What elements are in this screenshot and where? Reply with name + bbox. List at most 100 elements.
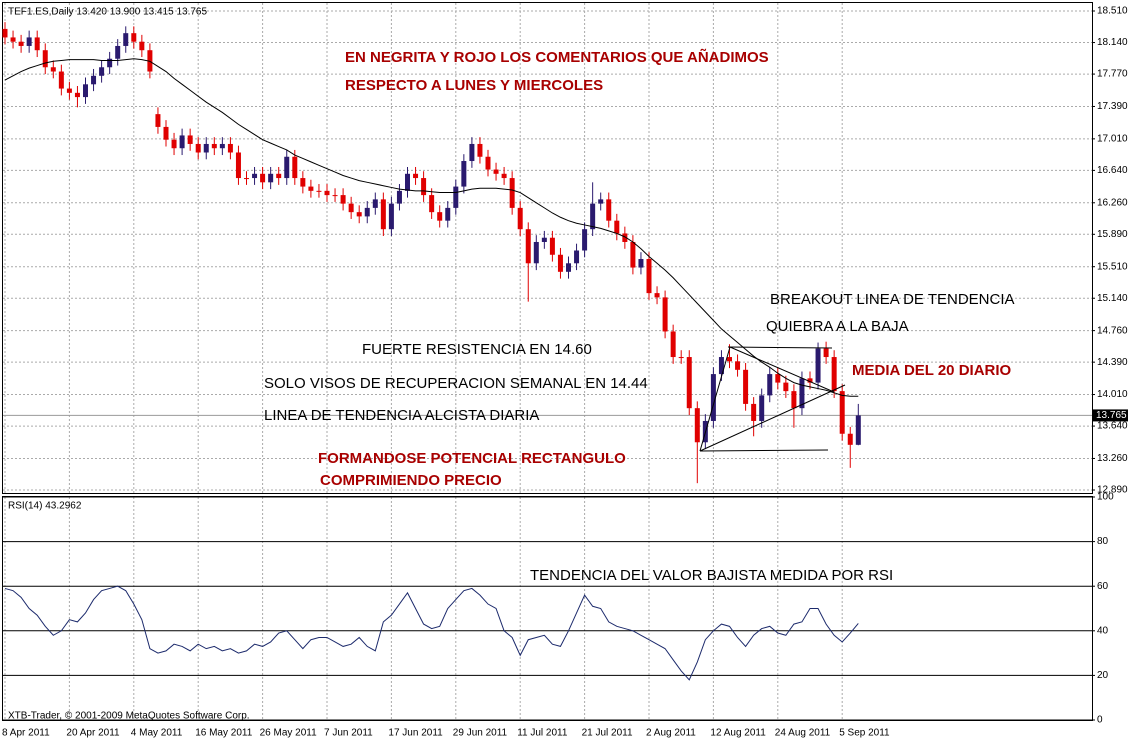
candle-body [356,212,362,217]
candle-body [839,391,845,434]
moving-average-line [4,58,859,397]
candle-body [42,50,48,68]
trend-line [699,384,846,452]
footer: XTB-Trader, © 2001-2009 MetaQuotes Softw… [8,711,250,722]
candle-body [525,229,531,264]
candle-body [694,408,700,443]
candle-body [276,173,282,179]
y-tick-label: 15.140 [1097,293,1128,304]
candle-body [598,199,604,204]
candle-body [541,237,547,242]
candle-body [799,378,805,409]
candle-body [139,41,145,51]
candle-body [413,173,419,179]
candle-body [735,361,741,370]
candle-body [783,382,789,392]
candle-body [574,250,580,264]
candle-body [654,293,660,298]
candle-body [815,348,821,383]
candle-body [372,199,378,208]
candle-body [219,143,225,149]
annotation: TENDENCIA DEL VALOR BAJISTA MEDIDA POR R… [530,567,893,584]
y-tick-label: 18.510 [1097,6,1128,17]
candle-body [34,37,40,51]
candle-body [718,357,724,375]
candle-body [767,374,773,396]
candle-body [678,357,684,359]
rsi-title: RSI(14) 43.2962 [8,501,82,512]
y-tick-label: 100 [1097,492,1114,503]
x-tick-label: 26 May 2011 [260,728,318,739]
candle-body [405,173,410,191]
trend-line [729,346,835,393]
annotation: MEDIA DEL 20 DIARIO [852,362,1012,379]
candle-body [421,178,427,196]
candle-body [300,178,306,187]
candle-body [26,37,32,46]
candle-body [823,348,829,358]
candle-body [131,33,137,42]
y-tick-label: 17.390 [1097,101,1128,112]
y-tick-label: 20 [1097,670,1109,681]
candle-body [727,357,732,362]
y-tick-label: 40 [1097,625,1109,636]
candle-body [759,395,765,421]
candle-body [83,84,88,98]
candle-body [308,186,314,191]
candle-body [163,126,169,140]
candle-body [348,203,354,213]
y-tick-label: 0 [1097,715,1103,726]
x-tick-label: 11 Jul 2011 [517,728,568,739]
candle-body [686,357,692,409]
candle-body [606,199,612,221]
candle-body [566,263,571,272]
candle-body [179,135,185,149]
x-tick-label: 5 Sep 2011 [839,728,890,739]
candle-body [50,67,56,72]
candle-body [743,369,749,404]
x-tick-label: 8 Apr 2011 [2,728,50,739]
y-tick-label: 18.140 [1097,37,1128,48]
y-tick-label: 15.890 [1097,229,1128,240]
plot-layer: 8 Apr 2011 20 Apr 2011 4 May 2011 16 May 20… [2,3,1128,739]
y-tick-label: 13.640 [1097,421,1128,432]
candle-body [533,241,539,264]
candle-body [316,190,322,192]
candle-body [493,169,499,174]
y-tick-label: 16.640 [1097,165,1128,176]
y-tick-label: 12.890 [1097,485,1128,496]
candle-body [638,259,644,268]
y-tick-label: 13.260 [1097,453,1128,464]
x-tick-label: 17 Jun 2011 [388,728,443,739]
candle-body [123,33,129,46]
candle-body [388,203,394,230]
annotation: FUERTE RESISTENCIA EN 14.60 [362,341,592,358]
candle-body [99,67,105,76]
candle-body [751,403,757,421]
rsi-line [4,585,859,681]
candle-body [340,195,346,204]
candle-body [509,178,515,208]
annotation: QUIEBRA A LA BAJA [766,318,909,335]
y-tick-label: 60 [1097,581,1109,592]
x-tick-label: 16 May 2011 [195,728,253,739]
candle-body [380,199,386,230]
chart-title: TEF1.ES,Daily 13.420 13.900 13.415 13.76… [8,7,207,18]
candle-body [195,143,201,153]
annotation: SOLO VISOS DE RECUPERACION SEMANAL EN 14… [264,375,648,392]
candle-body [614,220,620,234]
candle-body [364,207,370,217]
candle-body [437,212,443,221]
x-tick-label: 21 Jul 2011 [582,728,633,739]
candle-body [10,37,16,42]
x-tick-label: 20 Apr 2011 [66,728,120,739]
candle-body [775,374,781,383]
x-tick-label: 24 Aug 2011 [775,728,831,739]
y-tick-label: 17.770 [1097,69,1128,80]
candle-body [469,143,475,162]
annotation: FORMANDOSE POTENCIAL RECTANGULO [318,450,626,467]
candle-body [155,114,161,127]
y-tick-label: 80 [1097,536,1109,547]
